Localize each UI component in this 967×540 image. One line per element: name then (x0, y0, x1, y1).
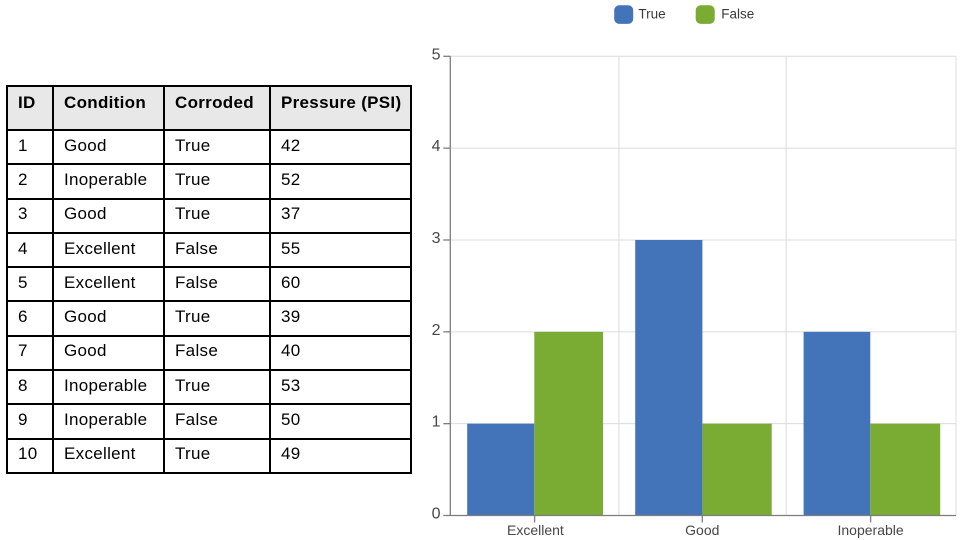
svg-text:4: 4 (432, 138, 441, 155)
svg-text:1: 1 (432, 414, 441, 431)
svg-text:Inoperable: Inoperable (838, 522, 904, 538)
svg-text:0: 0 (432, 506, 441, 523)
svg-text:Good: Good (685, 522, 719, 538)
svg-text:False: False (721, 6, 754, 21)
svg-text:2: 2 (432, 322, 441, 339)
svg-text:5: 5 (432, 46, 441, 63)
svg-text:True: True (638, 6, 665, 21)
svg-text:Excellent: Excellent (507, 522, 564, 538)
svg-text:3: 3 (432, 230, 441, 247)
